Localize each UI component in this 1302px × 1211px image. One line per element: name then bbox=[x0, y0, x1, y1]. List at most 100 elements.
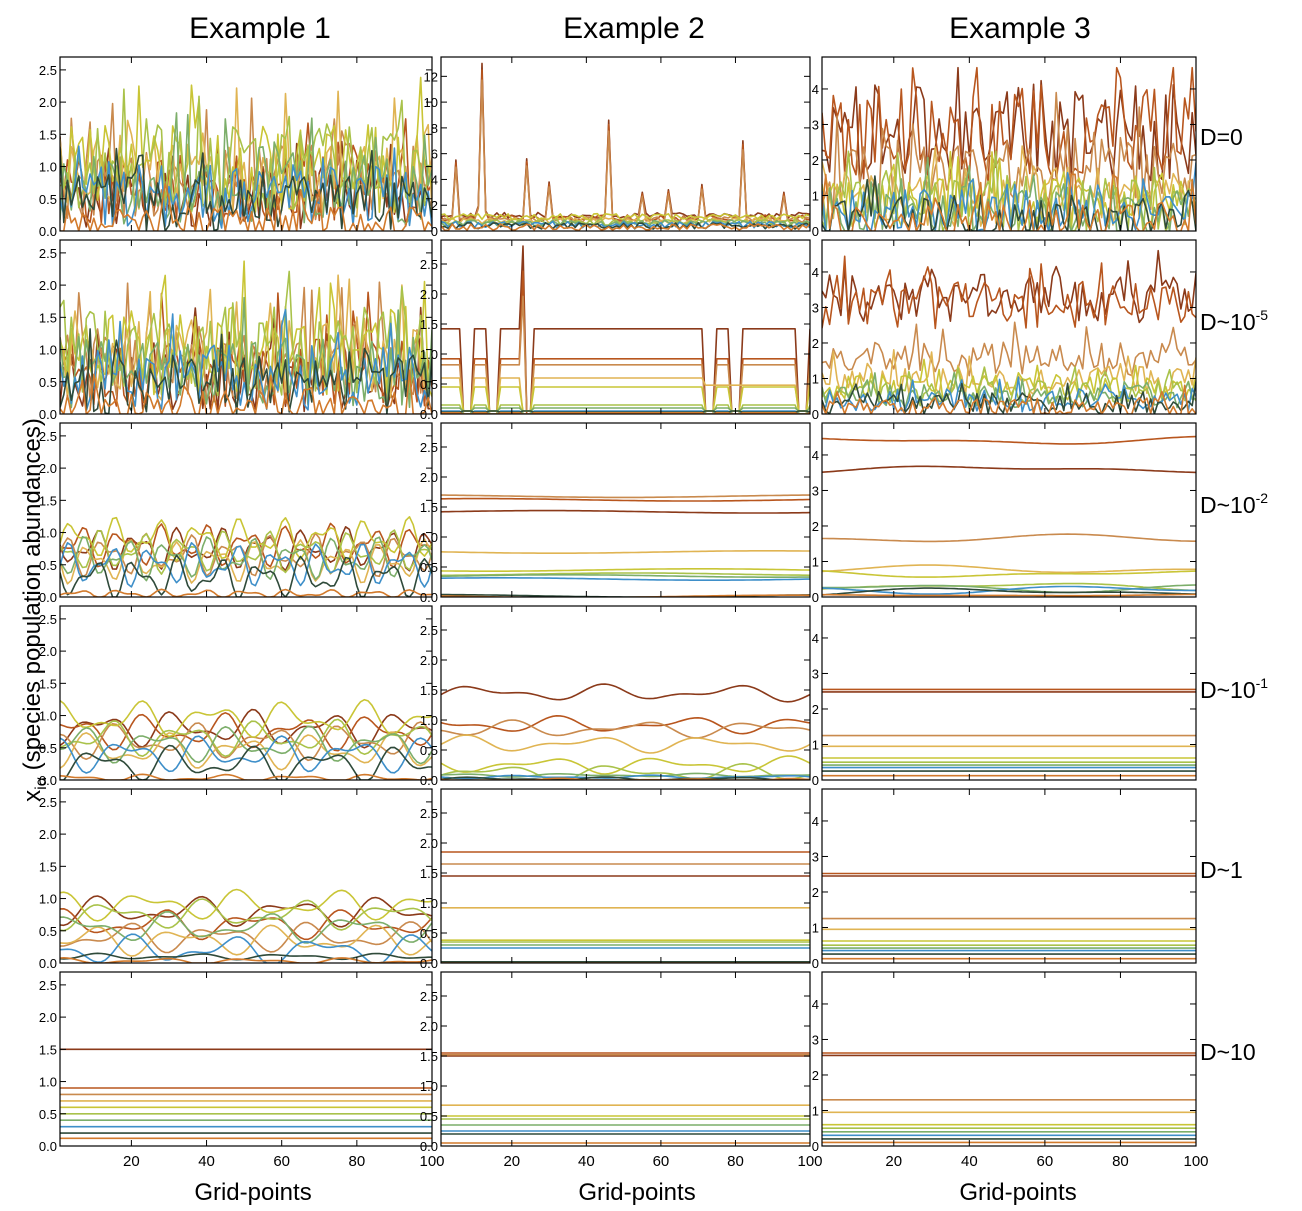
series-line bbox=[822, 91, 1196, 212]
y-tick-label: 6 bbox=[431, 147, 438, 162]
series-line bbox=[441, 494, 810, 499]
series-line bbox=[60, 328, 432, 414]
x-tick-label: 100 bbox=[797, 1153, 822, 1170]
y-tick-label: 0.5 bbox=[420, 560, 438, 575]
series-group bbox=[60, 698, 432, 780]
x-tick-label: 20 bbox=[503, 1153, 520, 1170]
series-line bbox=[441, 377, 810, 414]
y-tick-label: 1.5 bbox=[39, 859, 57, 874]
panel-frame bbox=[821, 971, 1197, 1147]
series-group bbox=[441, 62, 810, 231]
y-tick-label: 1.5 bbox=[420, 500, 438, 515]
y-tick-label: 2.5 bbox=[39, 978, 57, 993]
series-line bbox=[822, 593, 1196, 597]
panel-frame bbox=[440, 56, 811, 232]
y-tick-label: 3 bbox=[812, 117, 819, 132]
panel-frame bbox=[59, 788, 433, 964]
panel-3-4: 0 1 2 3 4 bbox=[812, 605, 1197, 788]
panel-frame bbox=[440, 788, 811, 964]
y-tick-label: 1.0 bbox=[420, 347, 438, 362]
series-line bbox=[441, 410, 810, 414]
y-tick-label: 0 bbox=[812, 1139, 819, 1154]
y-tick-label: 2.0 bbox=[420, 470, 438, 485]
x-axis-label-1: Grid-points bbox=[194, 1179, 311, 1206]
panel-3-6: 0 1 2 3 4 20 40 60 80 100 bbox=[812, 971, 1209, 1170]
panel-frame bbox=[59, 605, 433, 781]
series-line bbox=[60, 146, 432, 231]
y-tick-label: 3 bbox=[812, 300, 819, 315]
y-tick-label: 0.0 bbox=[39, 956, 57, 971]
panel-frame bbox=[440, 422, 811, 598]
x-tick-label: 40 bbox=[198, 1153, 215, 1170]
y-tick-label: 4 bbox=[812, 82, 819, 97]
y-tick-label: 3 bbox=[812, 483, 819, 498]
series-group bbox=[822, 435, 1196, 597]
series-line bbox=[822, 435, 1196, 445]
y-axis-label: xiα (species population abundances) bbox=[19, 418, 50, 802]
series-line bbox=[822, 587, 1196, 596]
y-tick-label: 0.5 bbox=[39, 741, 57, 756]
x-tick-label: 80 bbox=[727, 1153, 744, 1170]
series-line bbox=[441, 245, 810, 412]
x-tick-label: 80 bbox=[349, 1153, 366, 1170]
series-line bbox=[60, 516, 432, 562]
series-group bbox=[441, 1052, 810, 1144]
x-tick-label: 60 bbox=[273, 1153, 290, 1170]
y-tick-label: 0.0 bbox=[39, 773, 57, 788]
y-tick-label: 2.0 bbox=[420, 1019, 438, 1034]
panel-2-6: 0.00.51.01.52.02.520 40 60 80 100 bbox=[420, 971, 823, 1170]
y-tick-label: 2.5 bbox=[39, 429, 57, 444]
y-tick-label: 2.0 bbox=[39, 95, 57, 110]
series-line bbox=[60, 725, 432, 765]
y-tick-label: 0 bbox=[812, 956, 819, 971]
series-line bbox=[441, 212, 810, 221]
series-line bbox=[60, 898, 432, 932]
panel-3-5: 0 1 2 3 4 bbox=[812, 788, 1197, 971]
y-tick-label: 0.0 bbox=[39, 407, 57, 422]
y-tick-label: 8 bbox=[431, 121, 438, 136]
y-tick-label: 1 bbox=[812, 371, 819, 386]
series-line bbox=[60, 522, 432, 568]
y-tick-label: 1.5 bbox=[420, 1049, 438, 1064]
y-tick-label: 0.0 bbox=[39, 590, 57, 605]
panel-frame bbox=[440, 971, 811, 1147]
y-tick-label: 2.0 bbox=[39, 1010, 57, 1025]
series-group bbox=[441, 683, 810, 780]
y-tick-label: 4 bbox=[812, 814, 819, 829]
series-group bbox=[441, 494, 810, 597]
x-axis-label-2: Grid-points bbox=[578, 1179, 695, 1206]
row-label-1: D=0 bbox=[1200, 124, 1243, 150]
y-tick-label: 0.0 bbox=[420, 1139, 438, 1154]
y-tick-label: 1.5 bbox=[39, 127, 57, 142]
y-tick-label: 0 bbox=[812, 590, 819, 605]
y-tick-label: 0.5 bbox=[39, 375, 57, 390]
series-group bbox=[822, 872, 1196, 960]
row-label-2: D~10-5 bbox=[1200, 307, 1268, 335]
series-line bbox=[441, 683, 810, 703]
panel-3-1: 0 1 2 3 4 bbox=[812, 56, 1197, 239]
y-tick-label: 1.0 bbox=[420, 1079, 438, 1094]
series-line bbox=[441, 719, 810, 739]
y-tick-label: 2.5 bbox=[39, 63, 57, 78]
y-tick-label: 0.5 bbox=[39, 924, 57, 939]
y-tick-label: 1 bbox=[812, 920, 819, 935]
panel-frame bbox=[821, 56, 1197, 232]
series-line bbox=[822, 570, 1196, 578]
series-line bbox=[441, 763, 810, 780]
y-tick-label: 4 bbox=[812, 997, 819, 1012]
series-line bbox=[441, 715, 810, 735]
series-line bbox=[441, 386, 810, 412]
series-group bbox=[822, 249, 1196, 414]
panel-frame bbox=[59, 971, 433, 1147]
y-tick-label: 10 bbox=[424, 95, 438, 110]
series-line bbox=[441, 509, 810, 514]
series-line bbox=[60, 554, 432, 597]
y-tick-label: 0.0 bbox=[39, 1139, 57, 1154]
y-tick-label: 2 bbox=[812, 336, 819, 351]
y-tick-label: 4 bbox=[812, 265, 819, 280]
y-tick-label: 0.5 bbox=[39, 558, 57, 573]
x-tick-label: 80 bbox=[1112, 1153, 1129, 1170]
series-line bbox=[822, 465, 1196, 474]
panel-frame bbox=[440, 239, 811, 415]
series-group bbox=[60, 76, 432, 231]
